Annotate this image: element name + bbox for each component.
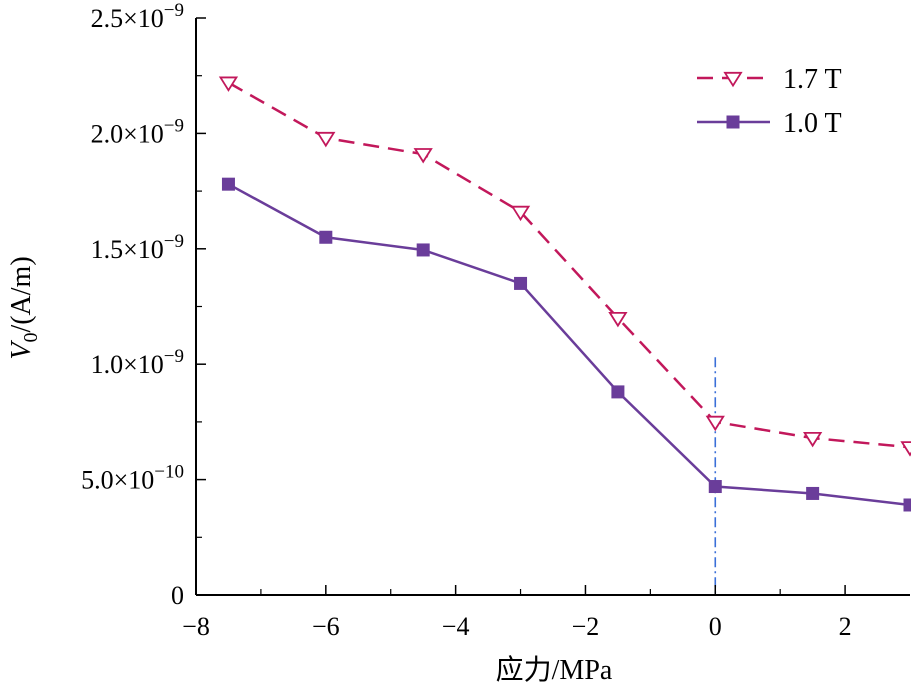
x-tick-label: −6 [312, 612, 340, 641]
data-point [514, 276, 528, 290]
legend-label: 1.7 T [783, 64, 842, 95]
data-point [218, 76, 239, 92]
y-tick-label: 5.0×10−10 [81, 462, 184, 495]
data-point [705, 415, 725, 432]
legend: 1.7 T 1.0 T [697, 64, 842, 139]
legend-marker [723, 71, 743, 88]
data-point [221, 177, 235, 191]
data-point [416, 243, 430, 257]
data-point [806, 486, 820, 500]
data-point [611, 385, 625, 399]
data-point [903, 498, 911, 512]
x-tick-label: 0 [709, 612, 722, 641]
y-tick-label: 2.5×10−9 [91, 0, 184, 33]
data-point [608, 311, 628, 328]
series-line [227, 183, 911, 507]
y-tick-label: 0 [171, 581, 184, 610]
series-2 [221, 177, 911, 512]
data-point [316, 131, 336, 148]
data-point [803, 431, 823, 448]
y-tick-label: 2.0×10−9 [91, 115, 184, 148]
data-point [708, 480, 722, 494]
y-tick-label: 1.5×10−9 [91, 231, 184, 264]
x-tick-label: 2 [839, 612, 852, 641]
legend-marker [726, 115, 740, 129]
series-1 [218, 76, 911, 457]
legend-label: 1.0 T [783, 108, 842, 139]
y-axis-title: V0/(A/m) [6, 256, 42, 359]
y-tick-label: 1.0×10−9 [91, 346, 184, 379]
data-point [510, 205, 531, 222]
x-tick-label: −4 [442, 612, 470, 641]
series-layer [218, 76, 911, 512]
x-tick-label: −8 [182, 612, 210, 641]
axes-layer [195, 18, 910, 596]
x-tick-label: −2 [572, 612, 600, 641]
data-point [413, 148, 433, 164]
series-line [227, 81, 911, 449]
x-axis-title: 应力/MPa [496, 654, 613, 686]
ticks-layer: −8 −6 −4 −2 0 2 0 5.0×10−10 1.0×10−9 1.5×10−9 2.0×… [81, 0, 851, 641]
data-point [319, 230, 333, 244]
data-point [900, 441, 911, 457]
